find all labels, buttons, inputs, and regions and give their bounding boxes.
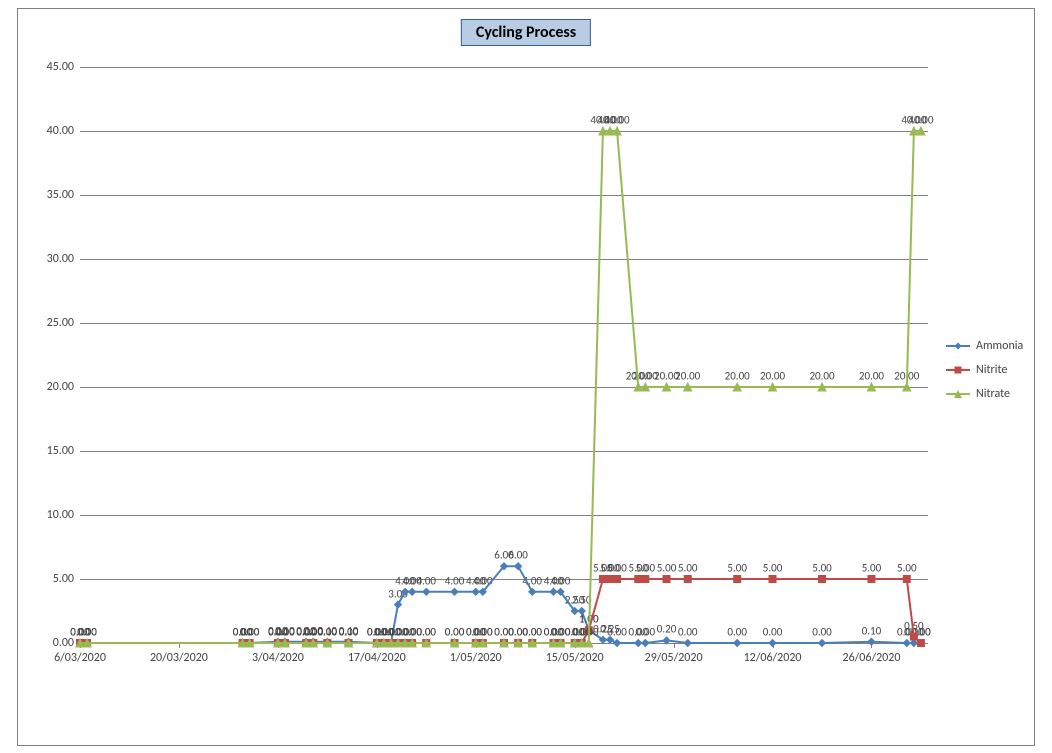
y-axis-label: 10.00 [47,508,74,522]
y-axis-label: 30.00 [47,252,74,266]
x-axis-label: 15/05/2020 [546,651,604,665]
y-axis-label: 35.00 [47,188,74,202]
x-axis-label: 26/06/2020 [842,651,900,665]
legend-label: Nitrate [976,387,1010,401]
legend-line-icon [946,345,970,347]
y-axis-label: 45.00 [47,60,74,74]
legend-item-ammonia: Ammonia [946,339,1023,353]
legend: Ammonia Nitrite Nitrate [946,339,1023,411]
legend-line-icon [946,393,970,395]
chart-title: Cycling Process [461,19,591,46]
y-axis-label: 15.00 [47,444,74,458]
y-axis-label: 5.00 [53,572,74,586]
x-tick [674,643,675,648]
y-axis-label: 40.00 [47,124,74,138]
x-axis-label: 1/05/2020 [450,651,502,665]
legend-label: Nitrite [976,363,1007,377]
legend-label: Ammonia [976,339,1023,353]
legend-line-icon [946,369,970,371]
chart-container: Cycling Process 0.005.0010.0015.0020.002… [17,8,1035,746]
x-axis-label: 29/05/2020 [645,651,703,665]
x-axis-label: 17/04/2020 [348,651,406,665]
x-axis-label: 12/06/2020 [744,651,802,665]
legend-item-nitrite: Nitrite [946,363,1023,377]
y-axis-label: 25.00 [47,316,74,330]
series-nitrate [80,67,928,643]
x-axis-label: 6/03/2020 [54,651,106,665]
x-axis-label: 3/04/2020 [252,651,304,665]
legend-item-nitrate: Nitrate [946,387,1023,401]
y-axis-label: 20.00 [47,380,74,394]
x-axis-label: 20/03/2020 [150,651,208,665]
plot-area: 0.005.0010.0015.0020.0025.0030.0035.0040… [80,67,928,643]
